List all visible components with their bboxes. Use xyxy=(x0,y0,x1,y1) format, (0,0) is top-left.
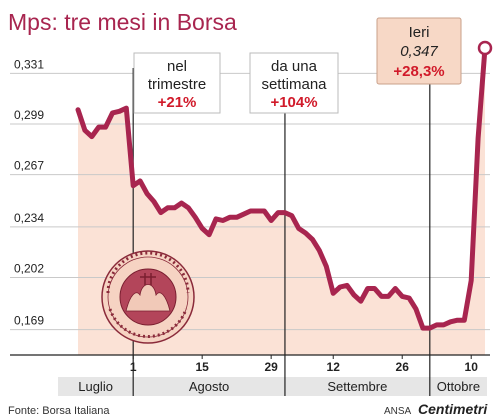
last-point-marker xyxy=(477,40,493,56)
month-label: Ottobre xyxy=(437,379,480,394)
month-band: Luglio Agosto Settembre Ottobre xyxy=(58,377,487,396)
month-band-bg xyxy=(58,377,487,396)
price-line xyxy=(75,45,488,331)
x-axis: 1 15 29 12 26 10 xyxy=(130,355,478,374)
callout-trimestre-value: +21% xyxy=(158,94,197,111)
month-label: Agosto xyxy=(189,379,229,394)
callout-settimana: da una settimana +104% xyxy=(249,52,339,114)
x-tick-label: 1 xyxy=(130,360,137,374)
callout-trimestre-line2: trimestre xyxy=(148,76,206,93)
x-tick-label: 26 xyxy=(396,360,410,374)
y-tick-label: 0,234 xyxy=(14,211,44,225)
y-tick-label: 0,267 xyxy=(14,159,44,173)
x-tick-label: 15 xyxy=(195,360,209,374)
callout-settimana-line1: da una xyxy=(271,58,318,75)
montepaschi-seal-icon xyxy=(101,250,195,344)
y-tick-label: 0,169 xyxy=(14,314,44,328)
y-tick-label: 0,202 xyxy=(14,261,44,275)
callout-ieri: Ieri 0,347 +28,3% xyxy=(376,17,462,85)
x-tick-label: 10 xyxy=(465,360,479,374)
x-tick-label: 12 xyxy=(327,360,341,374)
x-tick-label: 29 xyxy=(264,360,278,374)
callout-trimestre-line1: nel xyxy=(167,58,187,75)
callout-ieri-value: +28,3% xyxy=(393,63,444,80)
callout-ieri-label: Ieri xyxy=(409,24,430,41)
ansa-logo: ANSA xyxy=(384,406,412,417)
y-tick-label: 0,299 xyxy=(14,108,44,122)
month-label: Settembre xyxy=(327,379,387,394)
centimetri-logo: Centimetri xyxy=(418,401,488,417)
month-label: Luglio xyxy=(78,379,113,394)
callout-settimana-value: +104% xyxy=(270,94,317,111)
source-note: Fonte: Borsa Italiana xyxy=(8,405,110,417)
y-axis: 0,331 0,299 0,267 0,234 0,202 0,169 xyxy=(14,57,44,327)
callout-settimana-line2: settimana xyxy=(261,76,327,93)
callout-ieri-price: 0,347 xyxy=(400,43,438,60)
chart-title: Mps: tre mesi in Borsa xyxy=(8,9,237,35)
vline-layer xyxy=(10,68,490,396)
y-tick-label: 0,331 xyxy=(14,57,44,71)
callout-trimestre: nel trimestre +21% xyxy=(133,52,221,114)
